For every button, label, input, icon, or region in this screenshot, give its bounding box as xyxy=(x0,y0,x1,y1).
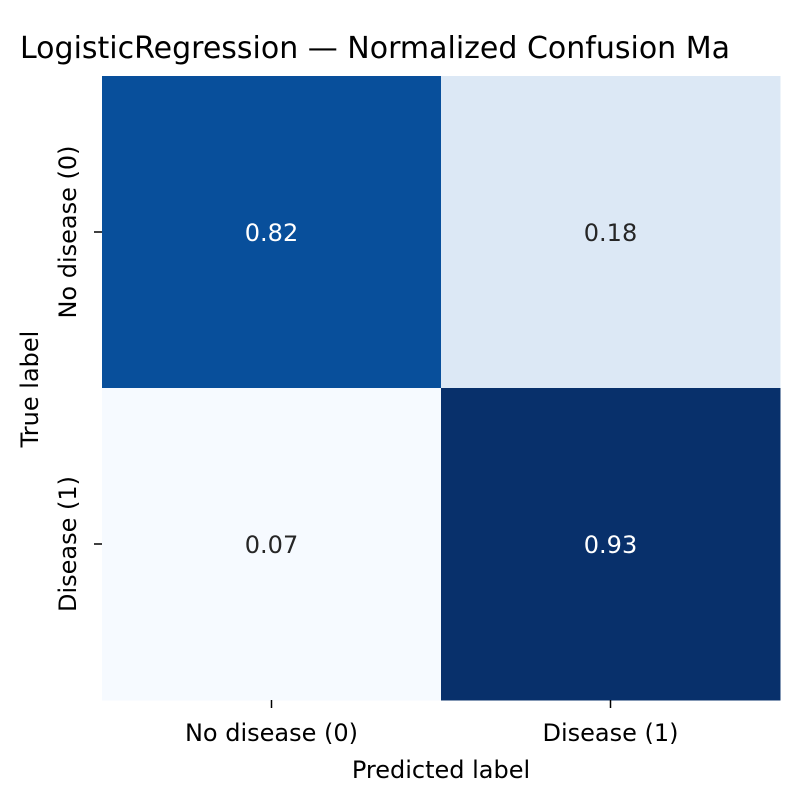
x-tick-label: No disease (0) xyxy=(185,719,358,747)
cell-value-label: 0.93 xyxy=(584,531,637,559)
y-axis-ticks: No disease (0) Disease (1) xyxy=(54,145,102,612)
heatmap-cell xyxy=(102,76,442,389)
x-axis-ticks: No disease (0) Disease (1) xyxy=(185,700,679,747)
cell-value-label: 0.07 xyxy=(245,531,298,559)
cell-value-label: 0.18 xyxy=(584,219,637,247)
heatmap-cell xyxy=(441,76,781,389)
chart-title: LogisticRegression — Normalized Confusio… xyxy=(20,31,730,66)
y-axis-label: True label xyxy=(16,331,44,449)
x-tick-label: Disease (1) xyxy=(542,719,678,747)
heatmap-cell-labels: 0.82 0.18 0.07 0.93 xyxy=(245,219,637,559)
heatmap-cells xyxy=(102,76,781,701)
y-tick-label: Disease (1) xyxy=(54,476,82,612)
cell-value-label: 0.82 xyxy=(245,219,298,247)
heatmap-cell xyxy=(441,388,781,701)
y-tick-label: No disease (0) xyxy=(54,145,82,318)
x-axis-label: Predicted label xyxy=(352,756,530,784)
heatmap-cell xyxy=(102,388,442,701)
